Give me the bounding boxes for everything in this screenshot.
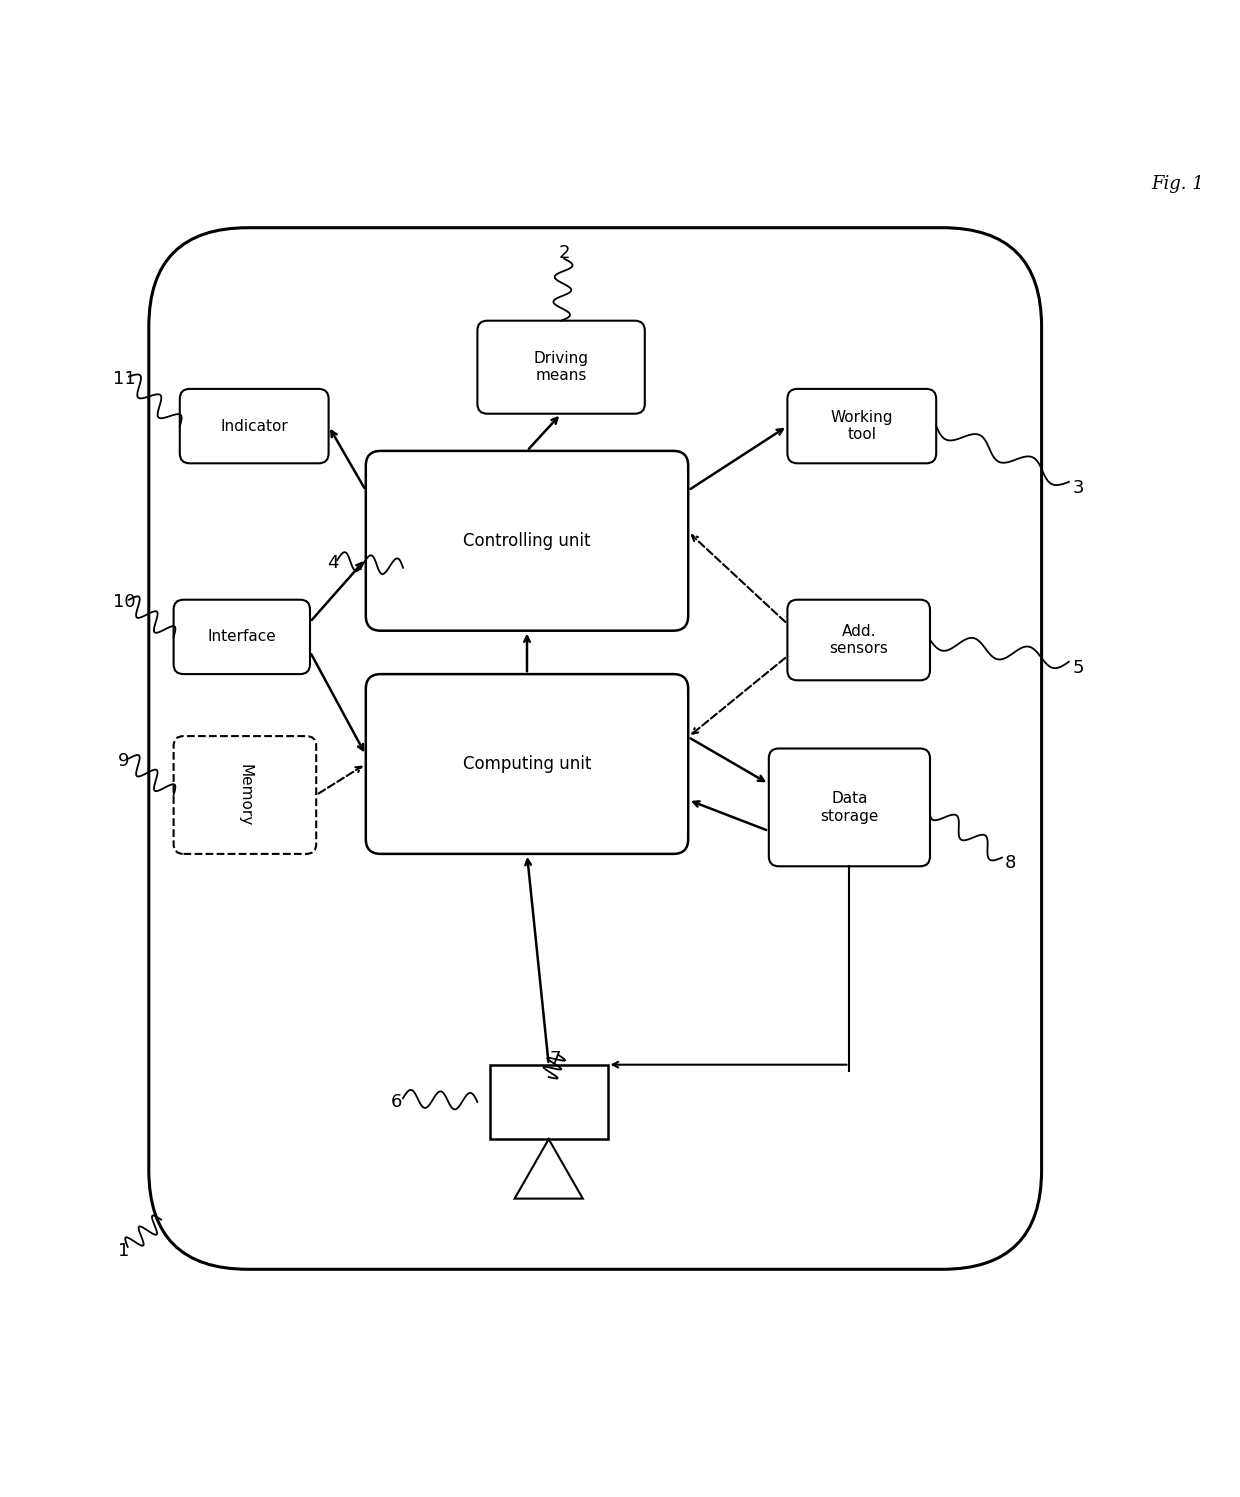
Text: 1: 1: [118, 1241, 130, 1259]
FancyBboxPatch shape: [769, 748, 930, 867]
Text: Computing unit: Computing unit: [463, 754, 591, 772]
Text: Fig. 1: Fig. 1: [1152, 175, 1204, 193]
Text: Add.
sensors: Add. sensors: [830, 624, 888, 656]
Text: 4: 4: [326, 554, 339, 572]
Text: 11: 11: [113, 370, 135, 388]
Text: Working
tool: Working tool: [831, 410, 893, 442]
FancyBboxPatch shape: [180, 389, 329, 463]
Text: 7: 7: [549, 1049, 562, 1067]
Text: 9: 9: [118, 751, 130, 769]
Text: 8: 8: [1004, 853, 1017, 871]
Text: Indicator: Indicator: [221, 419, 288, 434]
FancyBboxPatch shape: [149, 228, 1042, 1269]
FancyBboxPatch shape: [174, 737, 316, 853]
Text: Controlling unit: Controlling unit: [464, 531, 590, 549]
Text: Memory: Memory: [237, 763, 253, 826]
Text: 5: 5: [1073, 659, 1085, 677]
Text: Data
storage: Data storage: [820, 792, 879, 823]
FancyBboxPatch shape: [366, 674, 688, 853]
FancyBboxPatch shape: [787, 600, 930, 680]
Text: Driving
means: Driving means: [533, 350, 589, 383]
Text: 3: 3: [1073, 479, 1085, 497]
FancyBboxPatch shape: [787, 389, 936, 463]
Bar: [490, 1064, 608, 1139]
Text: 6: 6: [391, 1093, 403, 1111]
FancyBboxPatch shape: [366, 451, 688, 630]
Text: Interface: Interface: [207, 629, 277, 644]
Text: 10: 10: [113, 593, 135, 611]
FancyBboxPatch shape: [477, 320, 645, 413]
Text: 2: 2: [558, 244, 570, 262]
FancyBboxPatch shape: [174, 600, 310, 674]
